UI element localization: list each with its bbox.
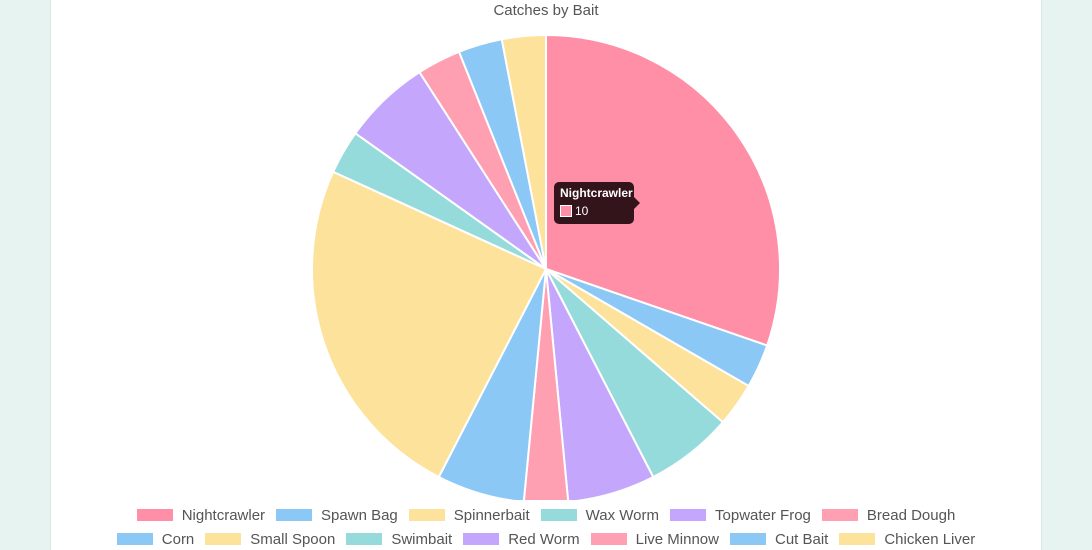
legend-item-spawn-bag[interactable]: Spawn Bag [276,506,398,524]
legend-label: Topwater Frog [715,506,811,524]
chart-tooltip: Nightcrawler 10 [554,182,640,224]
legend-item-topwater-frog[interactable]: Topwater Frog [670,506,811,524]
legend-label: Corn [161,530,195,548]
legend-item-wax-worm[interactable]: Wax Worm [540,506,660,524]
legend-label: Spawn Bag [321,506,398,524]
legend-label: Live Minnow [635,530,719,548]
legend-swatch [276,509,313,521]
legend-swatch [116,533,153,545]
legend-label: Cut Bait [774,530,829,548]
legend-label: Spinnerbait [453,506,530,524]
legend-swatch [540,509,577,521]
legend-swatch [821,509,858,521]
legend-row: Corn Small Spoon Swimbait Red Worm Live Minn… [51,530,1041,548]
legend-label: Chicken Liver [884,530,976,548]
legend-row: Nightcrawler Spawn Bag Spinnerbait Wax Worm… [51,506,1041,524]
chart-title: Catches by Bait [493,2,599,19]
legend-item-nightcrawler[interactable]: Nightcrawler [136,506,266,524]
legend-item-chicken-liver[interactable]: Chicken Liver [839,530,975,548]
legend-swatch [590,533,627,545]
legend-swatch [205,533,242,545]
tooltip-title: Nightcrawler [560,186,633,200]
legend-label: Bread Dough [866,506,956,524]
legend-swatch [729,533,766,545]
legend-swatch [839,533,876,545]
legend-swatch [136,509,173,521]
legend-label: Red Worm [508,530,580,548]
legend-swatch [408,509,445,521]
legend-swatch [463,533,500,545]
pie-slice-chicken-liver[interactable] [500,33,547,270]
legend-item-live-minnow[interactable]: Live Minnow [590,530,719,548]
pie-slice-bread-dough[interactable] [522,268,570,500]
chart-card: Catches by Bait Nightcrawler 10 Nightcra… [50,0,1042,550]
legend-item-swimbait[interactable]: Swimbait [346,530,452,548]
legend-label: Swimbait [391,530,453,548]
legend-item-bread-dough[interactable]: Bread Dough [821,506,956,524]
legend-item-red-worm[interactable]: Red Worm [463,530,580,548]
tooltip-value: 10 [575,204,589,218]
pie-slice-topwater-frog[interactable] [545,268,655,500]
legend-label: Small Spoon [250,530,336,548]
legend-item-spinnerbait[interactable]: Spinnerbait [408,506,530,524]
legend-label: Nightcrawler [181,506,266,524]
tooltip-swatch [560,205,572,217]
pie-chart [311,33,781,500]
legend-item-corn[interactable]: Corn [116,530,195,548]
pie-slice-nightcrawler[interactable] [545,33,781,347]
legend-label: Wax Worm [585,506,660,524]
legend-item-cut-bait[interactable]: Cut Bait [729,530,829,548]
legend-swatch [670,509,707,521]
legend-swatch [346,533,383,545]
tooltip-row: 10 [560,205,628,217]
pie-slice-small-spoon[interactable] [311,170,548,479]
legend-item-small-spoon[interactable]: Small Spoon [205,530,335,548]
